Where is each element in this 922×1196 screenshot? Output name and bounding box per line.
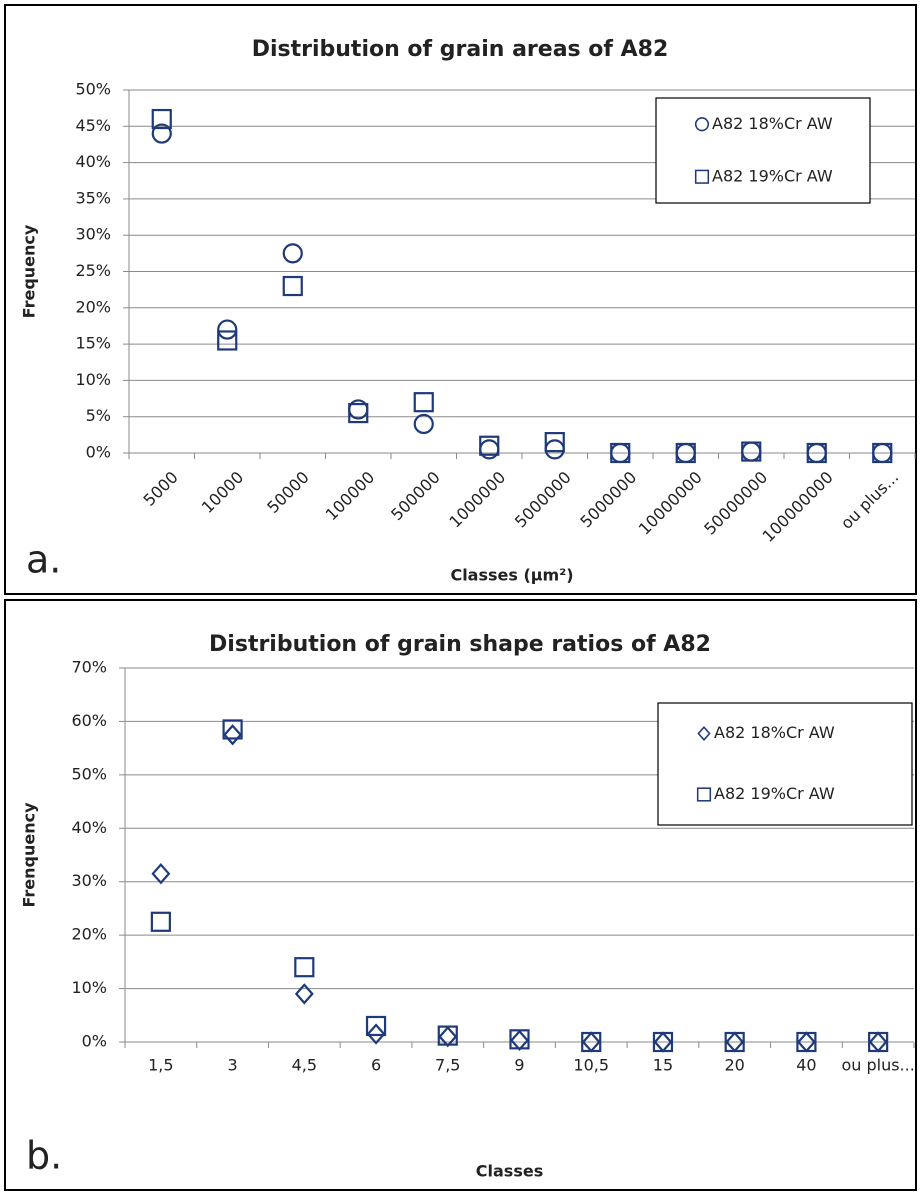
legend-marker <box>697 726 711 741</box>
y-tick-label: 60% <box>71 711 107 730</box>
x-tick-label: 20 <box>725 1056 745 1075</box>
legend-box <box>655 97 871 204</box>
x-tick-label: 5000000 <box>576 468 640 532</box>
x-tick-label: 500000 <box>387 468 444 525</box>
y-tick-label: 70% <box>71 658 107 677</box>
x-tick-label: 6 <box>371 1056 381 1075</box>
chart-title: Distribution of grain shape ratios of A8… <box>209 632 711 657</box>
data-point <box>581 1031 602 1053</box>
data-point <box>741 441 762 462</box>
panel-frame <box>4 599 917 1191</box>
data-point <box>610 442 631 464</box>
x-tick-label: 10,5 <box>573 1056 609 1075</box>
x-tick-label: 100000000 <box>759 468 837 546</box>
data-point <box>222 719 243 740</box>
x-tick-label: 100000 <box>322 468 379 525</box>
y-tick-label: 50% <box>75 80 111 99</box>
data-point <box>282 243 303 264</box>
data-point <box>151 863 171 885</box>
x-tick-label: 7,5 <box>435 1056 460 1075</box>
data-point <box>217 330 238 351</box>
data-point <box>510 1029 529 1052</box>
data-point <box>544 439 565 460</box>
y-tick-label: 30% <box>75 225 111 244</box>
data-point <box>438 1026 458 1048</box>
x-tick-label: 50000000 <box>700 468 771 539</box>
legend-label: A82 19%Cr AW <box>712 166 833 185</box>
x-tick-label: 15 <box>653 1056 673 1075</box>
data-point <box>223 724 243 746</box>
legend-label: A82 18%Cr AW <box>714 723 835 742</box>
y-tick-label: 35% <box>75 188 111 207</box>
data-point <box>151 108 172 130</box>
x-tick-label: 10000 <box>198 468 247 517</box>
data-point <box>741 441 762 462</box>
y-tick-label: 45% <box>75 116 111 135</box>
data-point <box>150 911 171 932</box>
y-tick-label: 10% <box>71 978 107 997</box>
x-tick-label: 50000 <box>263 468 312 517</box>
y-tick-label: 40% <box>71 818 107 837</box>
data-point <box>294 957 315 978</box>
y-tick-label: 20% <box>75 297 111 316</box>
data-point <box>868 1031 889 1053</box>
data-point <box>796 1031 817 1053</box>
legend-marker <box>696 787 712 802</box>
legend-box <box>657 702 913 826</box>
data-point <box>151 123 172 144</box>
data-point <box>217 319 238 340</box>
x-tick-label: 3 <box>227 1056 237 1075</box>
x-tick-label: 9 <box>514 1056 524 1075</box>
panel-frame <box>4 4 917 595</box>
data-point <box>479 435 500 456</box>
data-point <box>365 1015 387 1037</box>
data-point <box>413 413 434 435</box>
panel-label: b. <box>26 1134 62 1178</box>
y-tick-label: 20% <box>71 925 107 944</box>
data-point <box>544 432 565 453</box>
data-point <box>348 402 369 424</box>
data-point <box>675 442 696 464</box>
legend-marker <box>694 169 710 184</box>
y-tick-label: 10% <box>75 370 111 389</box>
legend-label: A82 18%Cr AW <box>712 114 833 133</box>
data-point <box>413 392 434 413</box>
data-point <box>724 1031 745 1053</box>
x-axis-title: Classes (µm²) <box>450 566 573 585</box>
y-tick-label: 40% <box>75 152 111 171</box>
x-tick-label: 40 <box>796 1056 816 1075</box>
data-point <box>366 1023 386 1045</box>
data-point <box>282 275 303 297</box>
x-tick-label: 5000000 <box>511 468 575 532</box>
legend-marker <box>694 117 710 132</box>
y-axis-title: Frenquency <box>20 802 39 908</box>
x-tick-label: ou plus... <box>837 468 902 533</box>
chart-title: Distribution of grain areas of A82 <box>252 37 669 62</box>
y-tick-label: 15% <box>75 334 111 353</box>
y-tick-label: 0% <box>82 1032 107 1051</box>
x-tick-label: 4,5 <box>292 1056 317 1075</box>
x-tick-label: ou plus... <box>841 1056 914 1075</box>
y-tick-label: 30% <box>71 871 107 890</box>
data-point <box>652 1031 674 1053</box>
data-point <box>872 442 893 464</box>
x-tick-label: 5000 <box>140 468 182 510</box>
panel-label: a. <box>26 538 61 582</box>
y-tick-label: 0% <box>86 443 111 462</box>
y-tick-label: 25% <box>75 261 111 280</box>
y-tick-label: 50% <box>71 764 107 783</box>
legend-label: A82 19%Cr AW <box>714 784 835 803</box>
data-point <box>437 1025 458 1046</box>
y-tick-label: 5% <box>86 406 111 425</box>
x-tick-label: 1,5 <box>148 1056 173 1075</box>
data-point <box>806 442 827 464</box>
data-point <box>509 1029 530 1050</box>
data-point <box>294 983 314 1005</box>
x-axis-title: Classes <box>476 1162 543 1181</box>
x-tick-label: 1000000 <box>445 468 509 532</box>
x-tick-label: 10000000 <box>635 468 706 539</box>
y-axis-title: Frequency <box>20 224 39 318</box>
